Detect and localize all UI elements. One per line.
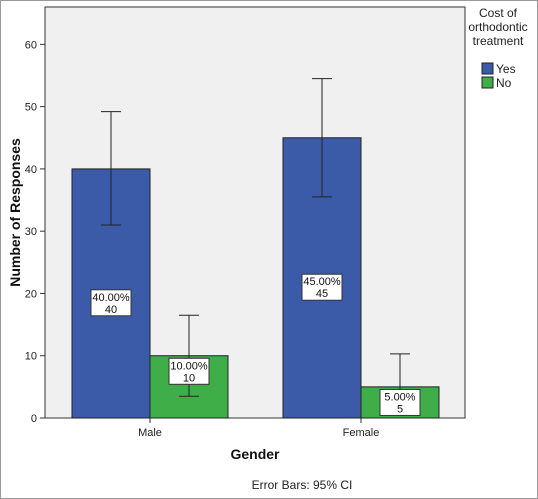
data-label-box (90, 289, 132, 317)
y-axis: 0 10 20 30 40 50 60 (25, 39, 45, 425)
legend-title-line: treatment (473, 34, 524, 48)
y-tick-label: 40 (25, 164, 37, 176)
data-label-box (379, 388, 421, 416)
legend-label-no: No (496, 76, 512, 90)
data-label-count: 45 (316, 288, 328, 300)
legend-title-line: orthodontic (468, 20, 527, 34)
x-tick-label: Female (343, 427, 380, 439)
data-label-box (168, 357, 210, 385)
legend-swatch-yes (481, 62, 494, 75)
x-axis: Male Female (138, 418, 379, 439)
legend-title-line: Cost of (479, 6, 518, 20)
y-axis-title: Number of Responses (7, 138, 23, 287)
y-tick-label: 20 (25, 288, 37, 300)
legend-swatch-no (481, 76, 494, 89)
data-label-percent: 5.00% (384, 391, 415, 403)
data-labels-group: 40.00%40 45.00%45 10.00%10 5.00%5 (90, 273, 421, 416)
data-label-count: 10 (183, 372, 195, 384)
legend: Cost of orthodontic treatment Yes No (468, 6, 527, 90)
data-label-percent: 45.00% (303, 276, 341, 288)
y-tick-label: 30 (25, 226, 37, 238)
data-label-percent: 10.00% (170, 360, 208, 372)
error-bars-note: Error Bars: 95% CI (252, 478, 353, 492)
legend-label-yes: Yes (496, 62, 516, 76)
y-tick-label: 0 (31, 413, 37, 425)
y-tick-label: 50 (25, 102, 37, 114)
x-tick-label: Male (138, 427, 162, 439)
x-axis-title: Gender (230, 446, 280, 462)
data-label-count: 40 (105, 304, 117, 316)
data-label-count: 5 (397, 403, 403, 415)
data-label-percent: 40.00% (92, 292, 130, 304)
data-label-box (301, 273, 343, 301)
y-tick-label: 60 (25, 39, 37, 51)
y-tick-label: 10 (25, 351, 37, 363)
